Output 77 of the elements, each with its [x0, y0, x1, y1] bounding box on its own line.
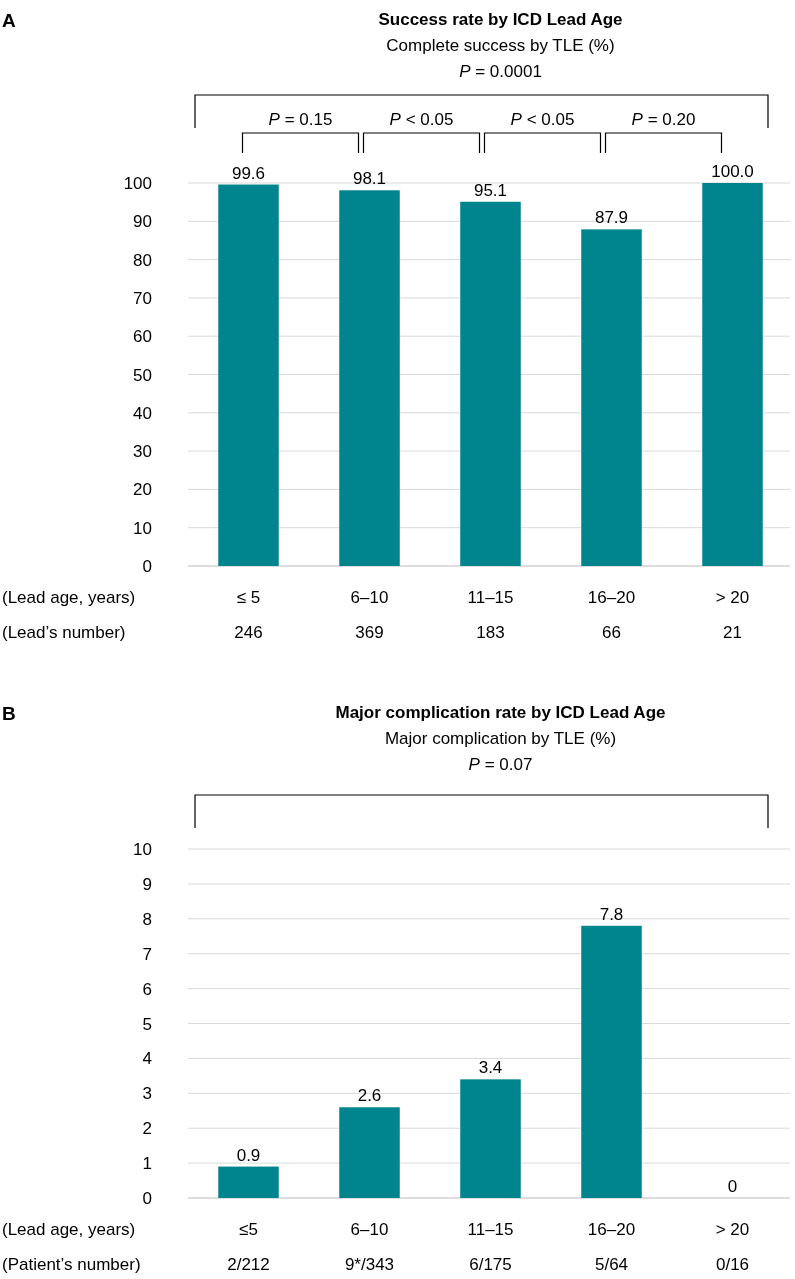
- x-tick-label: 11–15: [467, 588, 514, 607]
- data-label: 87.9: [594, 208, 629, 228]
- data-label: 100.0: [711, 162, 754, 181]
- text: 21: [723, 623, 742, 642]
- y-tick-label: 2: [142, 1119, 152, 1139]
- bar: [581, 229, 642, 566]
- text: P = 0.0001: [459, 62, 542, 81]
- y-tick-label: 90: [133, 212, 152, 232]
- x-tick-label: ≤ 5: [236, 588, 261, 607]
- data-label: 0.9: [236, 1145, 261, 1165]
- y-tick-label: 1: [142, 1154, 152, 1174]
- y-tick-label: 100: [123, 174, 152, 193]
- data-label: 98.1: [352, 169, 387, 189]
- text: 66: [602, 623, 621, 642]
- y-tick-label: 20: [133, 480, 152, 500]
- x-tick-label: ≤5: [239, 1220, 258, 1239]
- text: P = 0.20: [631, 110, 696, 129]
- data-label: 99.6: [231, 163, 266, 183]
- bar: [460, 201, 521, 566]
- text: 6/175: [469, 1255, 512, 1274]
- bar: [339, 190, 400, 566]
- chart-title: Success rate by ICD Lead Age: [378, 10, 623, 29]
- text: 0/16: [715, 1255, 750, 1274]
- data-label: 2.6: [357, 1086, 382, 1106]
- data-label: 95.1: [473, 180, 508, 200]
- y-tick-label: 5: [142, 1014, 152, 1034]
- bar: [702, 183, 763, 566]
- y-tick-label: 3: [142, 1084, 152, 1104]
- x-tick-label: > 20: [715, 588, 750, 607]
- y-tick-label: 0: [142, 557, 152, 576]
- x-tick-label: > 20: [715, 1220, 750, 1239]
- text: 2/212: [227, 1255, 270, 1274]
- bar: [218, 184, 279, 566]
- x-tick-label: 11–15: [467, 1220, 514, 1239]
- text: 369: [355, 623, 384, 642]
- text: P < 0.05: [510, 110, 575, 129]
- data-label: 7.8: [599, 904, 624, 924]
- text: A: [2, 10, 16, 31]
- chart-subtitle: Major complication by TLE (%): [384, 729, 617, 748]
- x-axis-title: (Lead age, years): [2, 1220, 136, 1239]
- text: (Patient’s number): [2, 1255, 141, 1274]
- y-tick-label: 4: [142, 1049, 152, 1069]
- x-tick-label: 16–20: [587, 588, 636, 607]
- y-tick-label: 0: [142, 1189, 152, 1208]
- y-tick-label: 60: [133, 327, 152, 347]
- x-tick-label: 6–10: [350, 588, 389, 607]
- x-tick-label: 16–20: [587, 1220, 636, 1239]
- y-tick-label: 70: [133, 288, 152, 308]
- x-axis-title: (Lead age, years): [2, 588, 136, 607]
- text: P = 0.15: [268, 110, 333, 129]
- bar: [581, 925, 642, 1198]
- chart-title: Major complication rate by ICD Lead Age: [335, 703, 666, 722]
- y-tick-label: 40: [133, 403, 152, 423]
- y-tick-label: 9: [142, 874, 152, 894]
- chart-subtitle: Complete success by TLE (%): [386, 36, 615, 55]
- text: B: [2, 703, 16, 724]
- y-tick-label: 50: [133, 365, 152, 385]
- y-tick-label: 30: [133, 442, 152, 462]
- data-label: 3.4: [478, 1058, 503, 1078]
- y-tick-label: 6: [142, 979, 152, 999]
- y-tick-label: 8: [142, 909, 152, 929]
- text: 9*/343: [344, 1255, 395, 1274]
- y-tick-label: 80: [133, 250, 152, 270]
- text: 183: [476, 623, 505, 642]
- bar: [218, 1166, 279, 1198]
- text: P < 0.05: [389, 110, 454, 129]
- y-tick-label: 10: [133, 518, 152, 538]
- text: (Lead’s number): [2, 623, 126, 642]
- x-tick-label: 6–10: [350, 1220, 389, 1239]
- y-tick-label: 7: [142, 944, 152, 964]
- text: 5/64: [594, 1255, 629, 1274]
- y-tick-label: 10: [133, 840, 152, 859]
- bar: [339, 1107, 400, 1198]
- bar: [460, 1079, 521, 1198]
- text: P = 0.07: [468, 755, 533, 774]
- data-label: 0: [727, 1177, 738, 1196]
- text: 246: [234, 623, 263, 642]
